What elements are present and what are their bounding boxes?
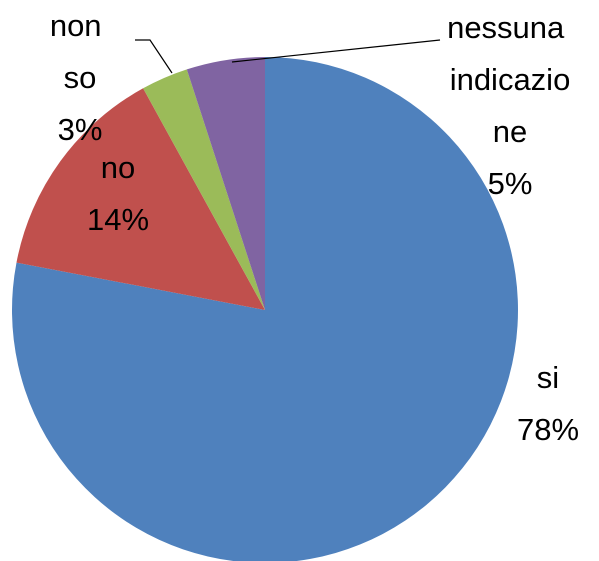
slice-value-label: 5% [488, 166, 533, 201]
leader-line [135, 39, 173, 74]
slice-label: nessuna indicazio ne [447, 10, 573, 149]
label-line: nessuna [447, 10, 573, 45]
label-line: indicazio [450, 62, 571, 97]
label-line: so [64, 60, 97, 95]
slice-label: non so [50, 8, 110, 95]
slice-value-label: 3% [58, 112, 103, 147]
label-line: no [101, 150, 135, 185]
pie-slice [16, 88, 266, 311]
slice-label: no [101, 150, 135, 185]
pie-slice [143, 69, 265, 311]
pie-slice [12, 57, 518, 561]
leader-line [231, 39, 441, 63]
label-line: ne [493, 114, 527, 149]
pie-slice [186, 57, 265, 310]
label-line: non [50, 8, 110, 43]
slice-value-label: 78% [517, 412, 579, 447]
label-line: si [537, 360, 559, 395]
slice-value-label: 14% [87, 202, 149, 237]
slice-label: si [537, 360, 559, 395]
